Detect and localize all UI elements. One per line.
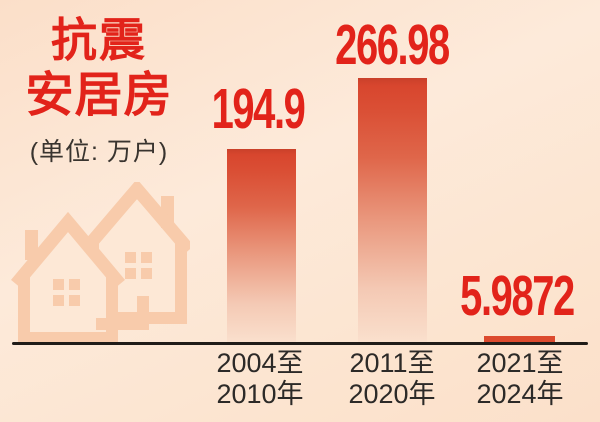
bar-2011-2020	[358, 78, 427, 342]
double-house-watermark-icon	[11, 182, 190, 344]
category-line: 2024年	[476, 379, 564, 409]
bar-2004-2010	[227, 149, 296, 342]
category-line: 2021至	[476, 348, 564, 378]
category-label: 2004至 2010年	[180, 348, 340, 410]
chart-title-line2: 安居房	[25, 69, 173, 122]
x-axis-line	[12, 342, 588, 345]
chart-title-line1: 抗震	[51, 14, 147, 66]
chart-title: 抗震 安居房	[18, 12, 180, 124]
bar-2021-2024	[484, 336, 555, 342]
category-line: 2004至	[216, 348, 304, 378]
category-line: 2020年	[348, 379, 436, 409]
bar-value-label: 266.98	[335, 13, 450, 77]
unit-label: (单位: 万户)	[29, 138, 169, 166]
category-line: 2011至	[349, 348, 435, 378]
bar-value-label: 194.9	[211, 77, 306, 141]
category-label: 2011至 2020年	[312, 348, 472, 410]
bar-value-label: 5.9872	[460, 264, 575, 328]
category-line: 2010年	[216, 379, 304, 409]
category-label: 2021至 2024年	[440, 348, 600, 410]
